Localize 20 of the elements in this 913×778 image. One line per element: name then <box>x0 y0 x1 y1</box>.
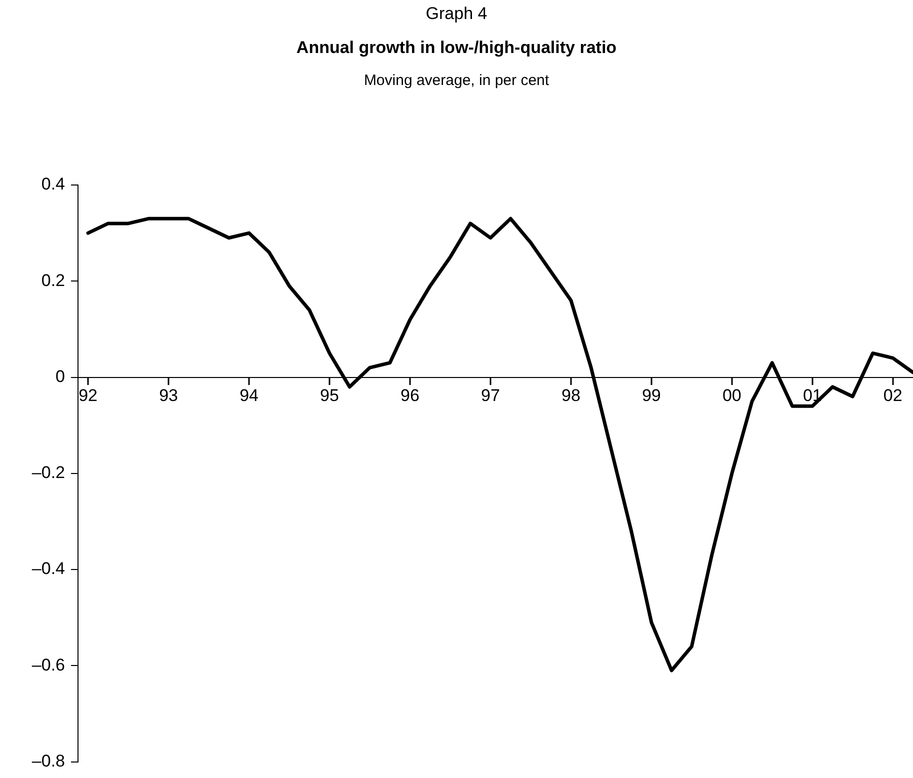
x-tick-label: 00 <box>722 386 742 406</box>
y-tick-label: –0.8 <box>32 751 65 770</box>
x-tick-label: 93 <box>159 386 178 406</box>
x-tick-label: 02 <box>883 386 902 406</box>
x-tick-label: 92 <box>78 386 98 406</box>
x-tick-label: 97 <box>481 386 500 406</box>
x-tick-label: 96 <box>400 386 420 406</box>
x-tick-label: 95 <box>320 386 339 406</box>
caption: Graph 4 <box>424 4 488 24</box>
y-tick-label: –0.2 <box>32 463 65 482</box>
y-tick-label: 0 <box>56 366 65 386</box>
chart-title: Annual growth in low-/high-quality ratio <box>295 38 618 58</box>
y-tick-label: 0.4 <box>41 174 65 194</box>
x-tick-label: 99 <box>642 386 661 406</box>
y-tick-label: 0.2 <box>41 270 65 290</box>
y-tick-label: –0.6 <box>32 655 65 674</box>
y-tick-label: –0.4 <box>32 559 65 578</box>
x-tick-label: 98 <box>561 386 580 406</box>
chart-subtitle: Moving average, in per cent <box>362 72 550 89</box>
x-tick-label: 94 <box>240 386 258 406</box>
